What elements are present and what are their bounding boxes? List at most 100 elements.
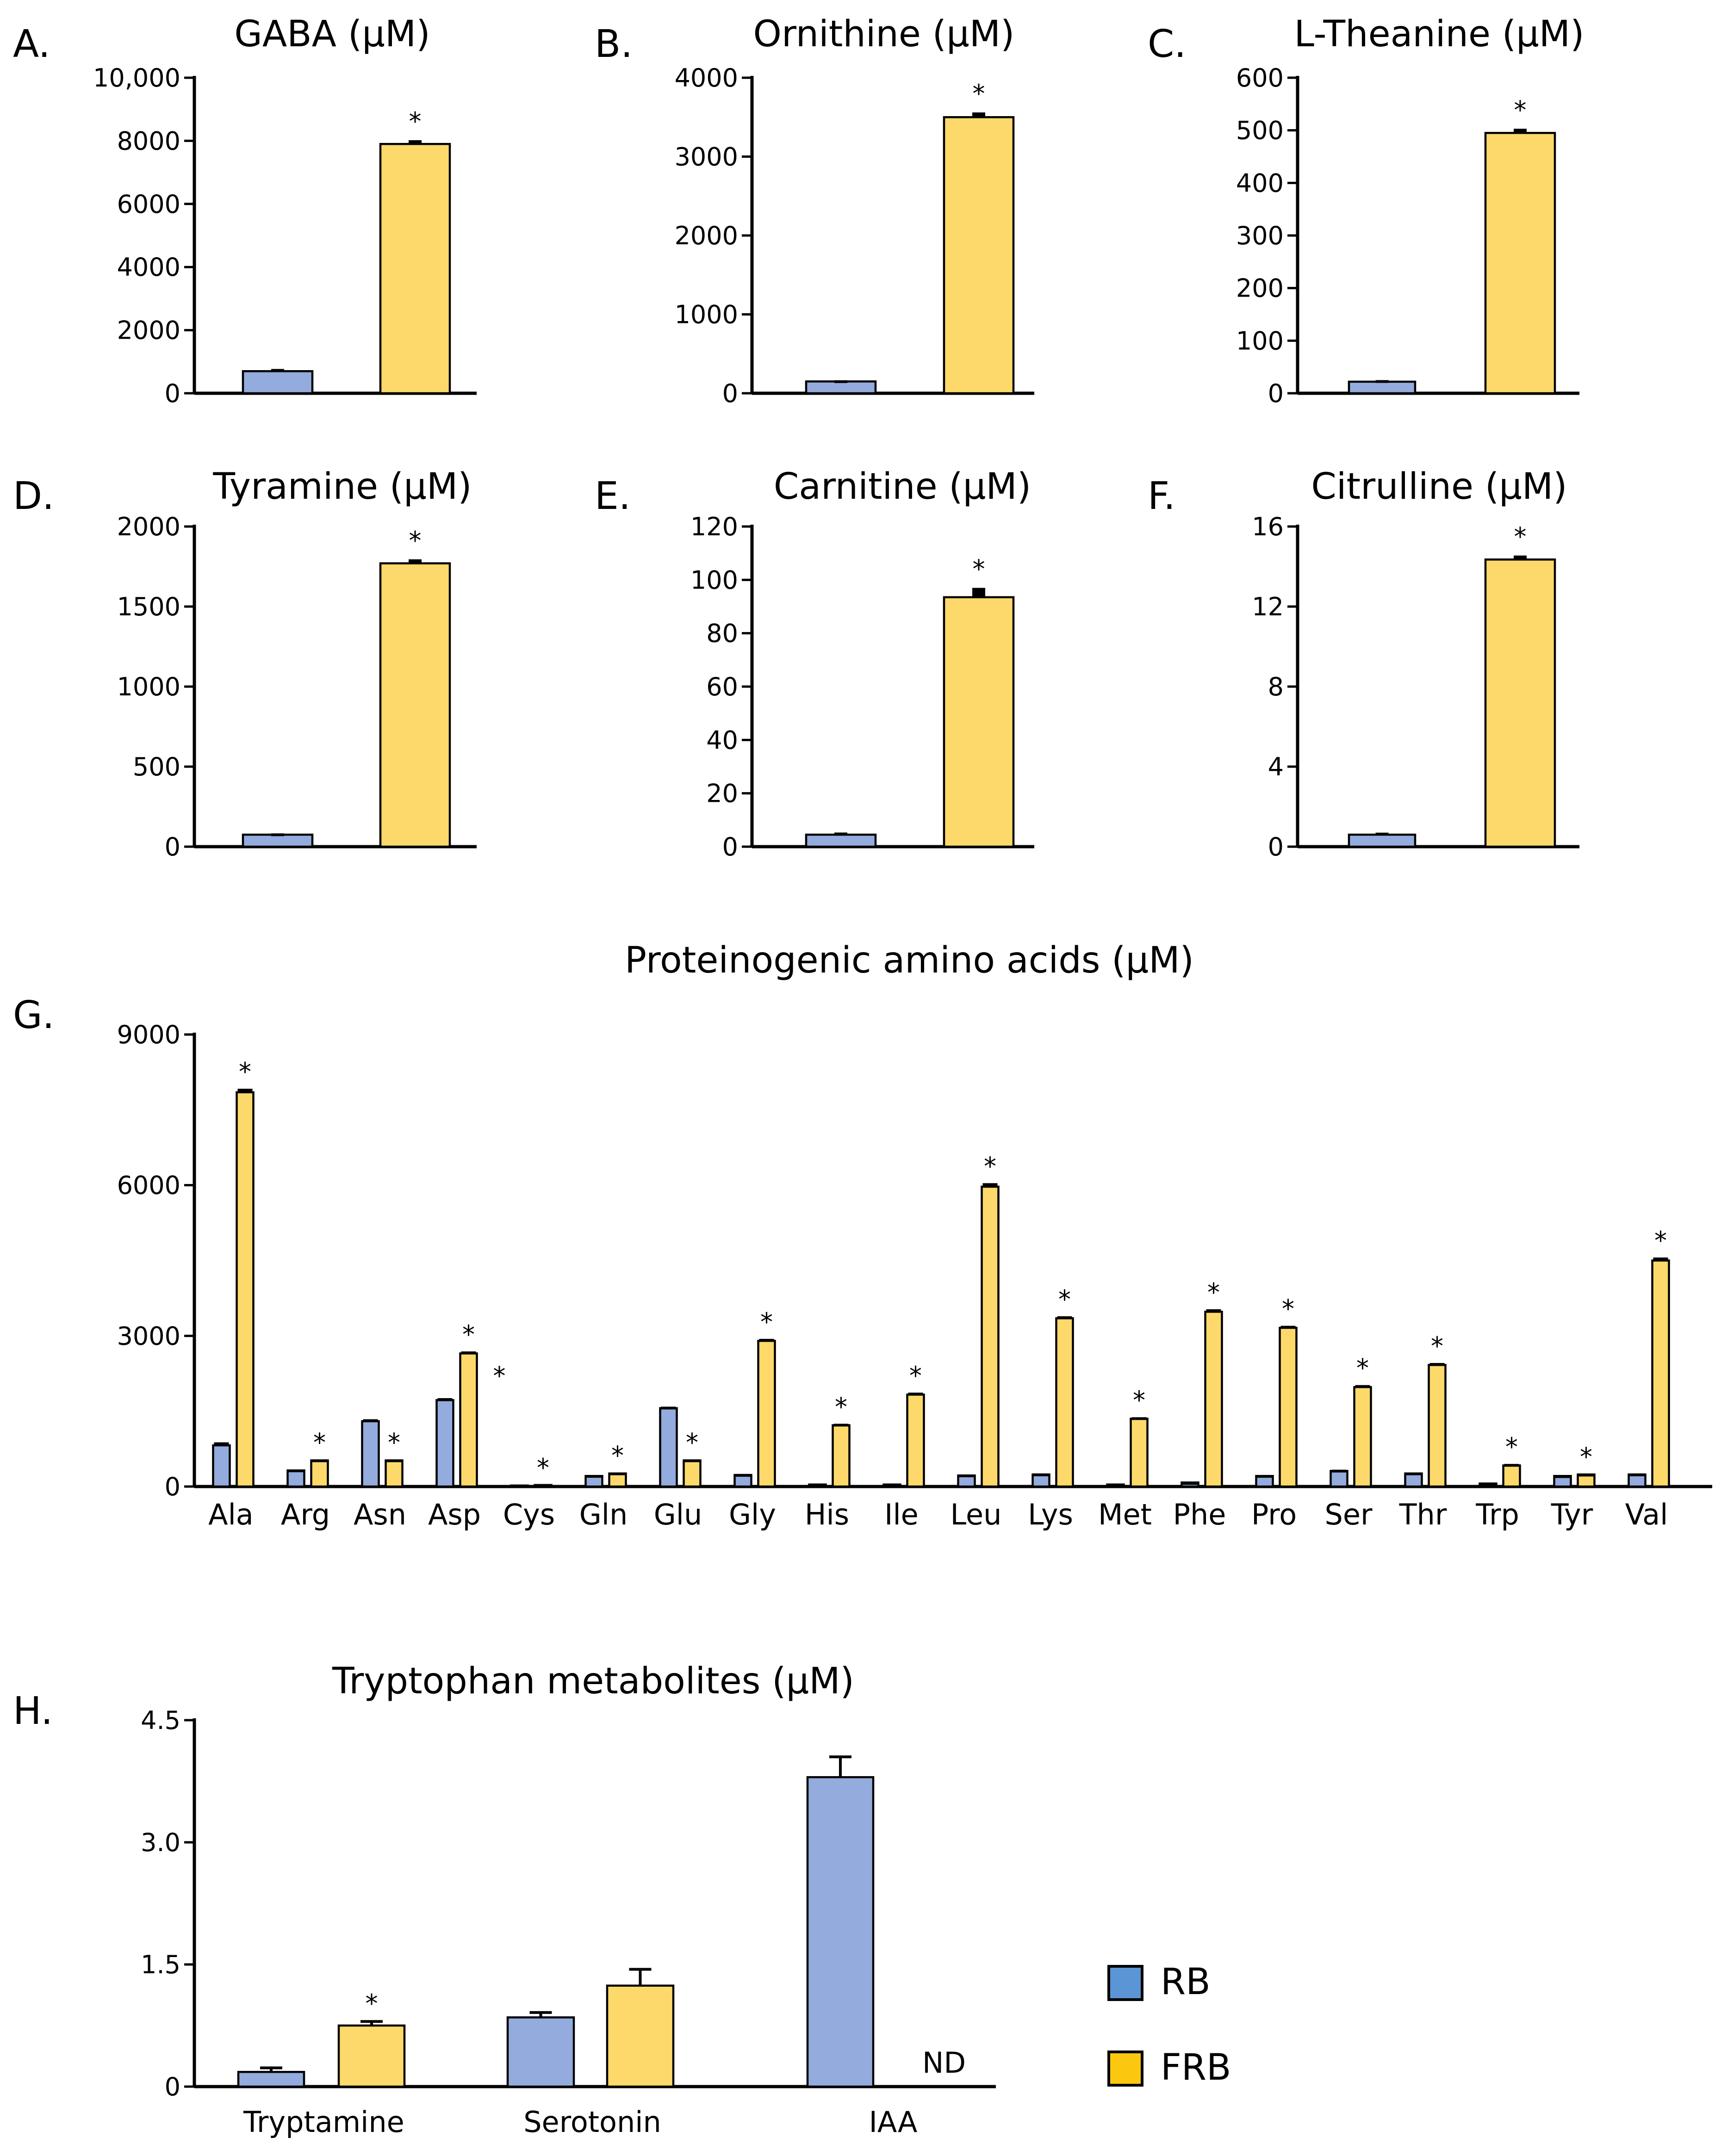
significance-star: *: [1505, 1432, 1518, 1462]
panel-G: G. Proteinogenic amino acids (µM) 0 3000 600…: [13, 940, 1712, 1531]
y-tick-label: 80: [706, 619, 738, 648]
y-tick-label: 2000: [675, 221, 738, 250]
significance-star: *: [611, 1441, 624, 1470]
y-tick-label: 0: [1268, 832, 1284, 861]
panel-title: Ornithine (µM): [753, 13, 1015, 55]
significance-star: *: [409, 526, 422, 555]
panel-letter: B.: [595, 22, 633, 66]
bar-thr-frb: [1428, 1364, 1447, 1488]
significance-star: *: [313, 1428, 326, 1457]
x-tick-label: Glu: [654, 1498, 702, 1531]
y-tick-label: 1.5: [141, 1950, 180, 1979]
y-tick-label: 500: [1236, 116, 1284, 145]
y-tick-label: 0: [165, 832, 180, 861]
error-bar: [535, 1485, 551, 1488]
bar-rb: [242, 370, 314, 395]
y-tick-label: 2000: [117, 512, 180, 541]
significance-star: *: [1580, 1442, 1592, 1471]
error-bar: [1033, 1473, 1049, 1476]
y-tick-label: 400: [1236, 168, 1284, 198]
x-tick-label: Ala: [208, 1498, 254, 1531]
bar-glu-frb: [683, 1459, 702, 1488]
x-tick-label: His: [805, 1498, 849, 1531]
error-bar: [982, 1183, 998, 1187]
bar-gly-frb: [757, 1339, 776, 1488]
error-bar: [1504, 1464, 1519, 1467]
x-tick-label: Cys: [503, 1498, 555, 1531]
legend-label-rb: RB: [1161, 1961, 1211, 2003]
x-tick-label: Phe: [1173, 1498, 1226, 1531]
x-tick-label: Asp: [428, 1498, 481, 1531]
significance-star: *: [462, 1320, 475, 1349]
significance-star: *: [388, 1428, 400, 1457]
panel-letter: E.: [595, 474, 631, 518]
y-tick-label: 0: [1268, 379, 1284, 408]
significance-star: *: [366, 1989, 378, 2018]
x-tick-label: Trp: [1475, 1498, 1519, 1531]
panel-letter: F.: [1148, 474, 1175, 518]
significance-star: *: [1207, 1278, 1220, 1307]
y-tick-label: 40: [706, 725, 738, 755]
panel-E: E. Carnitine (µM) 0 20 40 60 80 100 120 *: [595, 466, 1034, 861]
bar-asp-rb: [435, 1399, 454, 1488]
error-bar: [833, 1424, 849, 1427]
error-bar: [386, 1459, 402, 1462]
panel-title: Tryptophan metabolites (µM): [332, 1660, 854, 1702]
x-tick-label: Lys: [1028, 1498, 1073, 1531]
error-bar: [237, 1089, 253, 1092]
error-bar: [834, 380, 847, 383]
x-tick-label: Leu: [951, 1498, 1002, 1531]
bar-rb: [1348, 380, 1417, 395]
error-bar: [288, 1469, 304, 1473]
y-tick-label: 6000: [117, 1171, 180, 1200]
error-bar: [409, 140, 422, 144]
significance-star: *: [409, 107, 422, 136]
significance-star: *: [1431, 1332, 1443, 1361]
bar-leu-frb: [981, 1185, 1000, 1488]
bar-ile-frb: [906, 1394, 925, 1488]
error-bar: [1375, 832, 1389, 836]
error-bar: [908, 1393, 923, 1396]
x-tick-label: IAA: [869, 2105, 918, 2139]
error-bar: [271, 369, 284, 372]
panel-title: Carnitine (µM): [774, 466, 1031, 508]
error-bar: [1057, 1316, 1072, 1319]
error-bar: [1206, 1309, 1221, 1312]
error-bar: [1131, 1417, 1147, 1420]
bar-val-rb: [1628, 1473, 1647, 1488]
error-bar: [214, 1442, 229, 1445]
error-bar: [1331, 1469, 1347, 1473]
bar-asn-frb: [385, 1459, 404, 1488]
y-tick-label: 0: [722, 379, 738, 408]
y-tick-label: 500: [133, 752, 180, 781]
error-bar: [884, 1484, 900, 1487]
bar-val-frb: [1651, 1259, 1670, 1488]
y-tick-label: 300: [1236, 221, 1284, 250]
error-bar: [271, 833, 284, 836]
panel-letter: C.: [1148, 22, 1186, 66]
y-tick-label: 0: [165, 2072, 180, 2101]
y-tick-label: 9000: [117, 1020, 180, 1049]
panel-D: D. Tyramine (µM) 0 500 1000 1500 2000 *: [13, 466, 477, 861]
significance-star: *: [760, 1307, 773, 1337]
bar-ser-frb: [1353, 1386, 1372, 1488]
bar-ala-frb: [236, 1091, 255, 1488]
x-tick-label: Arg: [281, 1498, 330, 1531]
significance-star: *: [239, 1057, 251, 1086]
bar-phe-frb: [1204, 1310, 1223, 1488]
y-tick-label: 0: [165, 1472, 180, 1501]
panel-H: H. Tryptophan metabolites (µM) 0 1.5 3.0 4.5 *…: [13, 1660, 996, 2139]
bar-frb: [943, 116, 1015, 395]
bar-met-frb: [1130, 1418, 1149, 1488]
error-bar: [1108, 1484, 1123, 1487]
significance-star: *: [537, 1453, 549, 1482]
bar-thr-rb: [1404, 1472, 1423, 1488]
panel-C: C. L-Theanine (µM) 0 100 200 300 400 500 600 *: [1148, 13, 1585, 408]
error-bar: [1257, 1475, 1272, 1478]
error-bar: [1182, 1482, 1198, 1485]
significance-star: *: [973, 79, 985, 108]
x-tick-label: Serotonin: [523, 2105, 661, 2139]
y-tick-label: 4000: [675, 63, 738, 93]
y-tick-label: 6000: [117, 190, 180, 219]
significance-star: *: [1514, 522, 1527, 551]
